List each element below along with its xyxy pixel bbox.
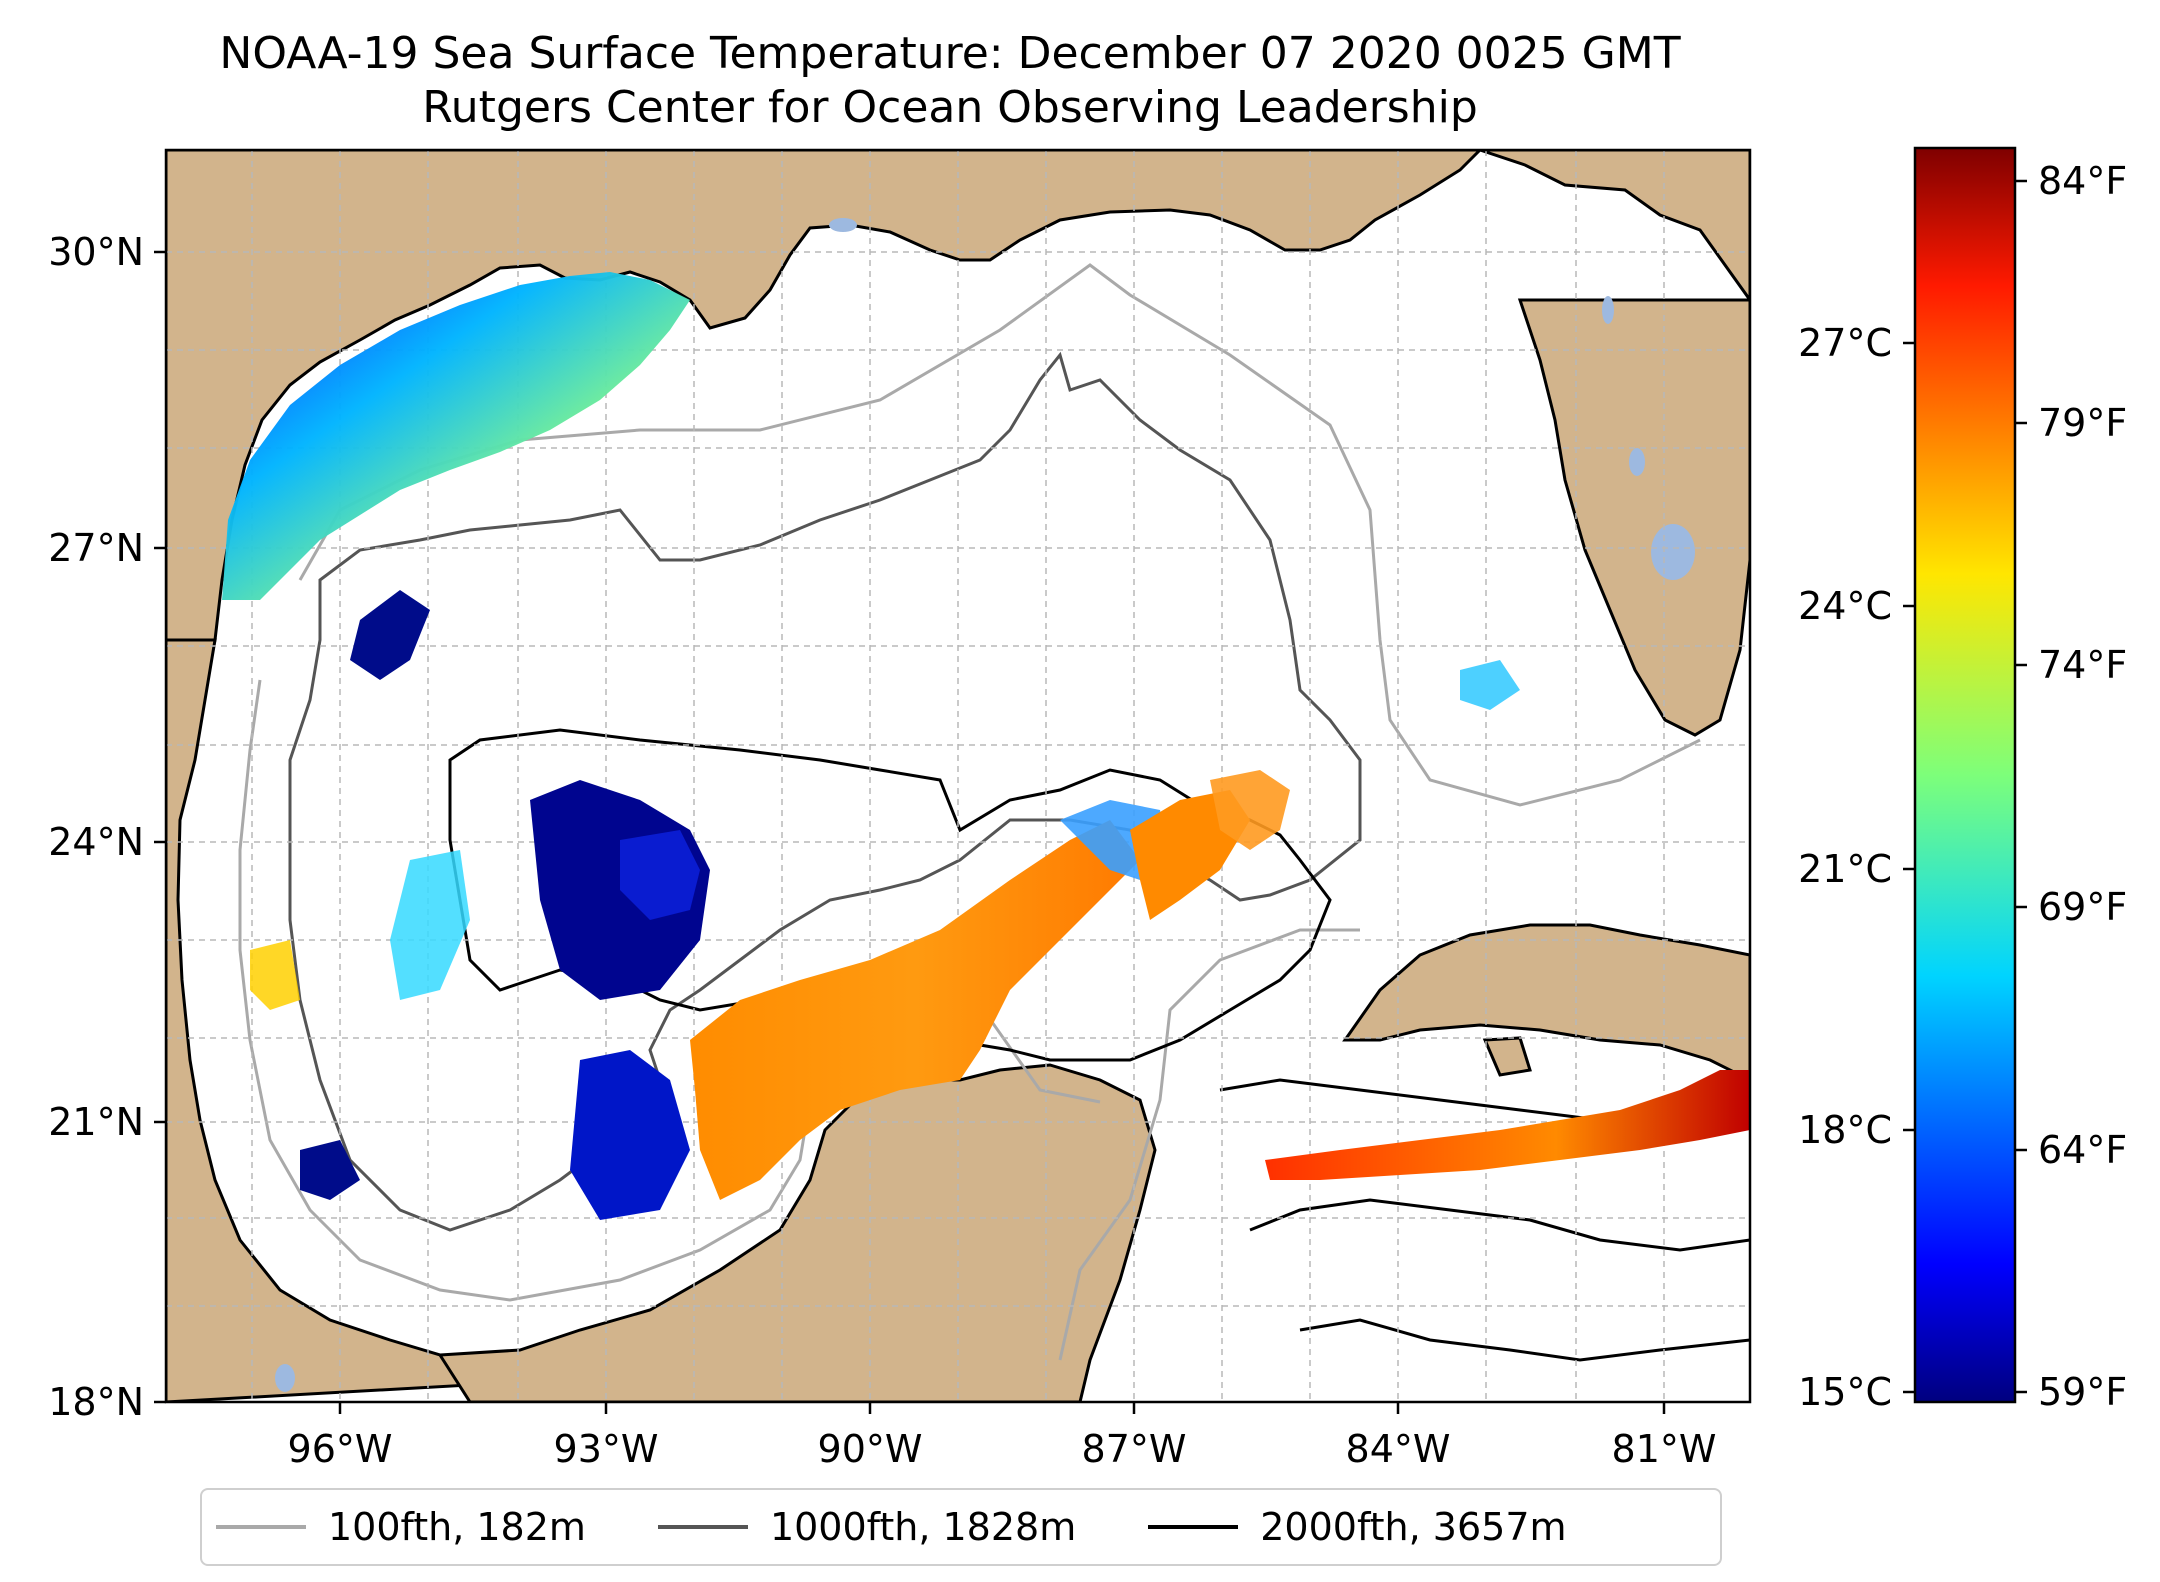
legend-swatch (216, 1525, 306, 1529)
lat-ticks (154, 250, 166, 1404)
lake (1651, 524, 1695, 580)
land-florida (1517, 298, 1750, 737)
colorbar-fahrenheit-label: 69°F (2038, 885, 2127, 929)
sst-patch-warm (1210, 770, 1290, 850)
sst-patch-cold (570, 1050, 690, 1220)
colorbar-celsius-label: 24°C (1798, 584, 1892, 628)
lon-tick-label: 84°W (1346, 1427, 1451, 1471)
lat-tick-label: 27°N (48, 526, 144, 570)
lon-tick-label: 96°W (288, 1427, 393, 1471)
colorbar-celsius-label: 15°C (1798, 1370, 1892, 1414)
lon-tick-label: 87°W (1082, 1427, 1187, 1471)
sst-swath-north (222, 272, 690, 600)
colorbar-fahrenheit-label: 79°F (2038, 401, 2127, 445)
lon-tick-label: 90°W (818, 1427, 923, 1471)
land-cuba (1342, 923, 1750, 1082)
legend-label: 2000fth, 3657m (1260, 1505, 1567, 1549)
sst-swath-hot (1265, 1070, 1750, 1180)
colorbar-fahrenheit-label: 84°F (2038, 159, 2127, 203)
colorbar-fahrenheit-label: 59°F (2038, 1370, 2127, 1414)
lake (1629, 448, 1645, 476)
sst-patch-cold (300, 1140, 360, 1200)
legend-swatch (1148, 1525, 1239, 1529)
lat-tick-label: 21°N (48, 1100, 144, 1144)
legend-swatch (657, 1525, 748, 1529)
lake (1602, 296, 1614, 324)
lat-tick-label: 18°N (48, 1380, 144, 1424)
contour-legend: 100fth, 182m 1000fth, 1828m 2000fth, 365… (200, 1488, 1722, 1566)
legend-item-100fth: 100fth, 182m (216, 1505, 586, 1549)
chart-title: NOAA-19 Sea Surface Temperature: Decembe… (219, 28, 1681, 79)
legend-label: 100fth, 182m (328, 1505, 586, 1549)
sst-patch-small (1460, 660, 1520, 710)
lake (829, 218, 857, 232)
colorbar-celsius-ticks (1903, 341, 1915, 1394)
lon-tick-label: 81°W (1612, 1427, 1717, 1471)
lat-tick-label: 24°N (48, 820, 144, 864)
colorbar-fahrenheit-label: 74°F (2038, 643, 2127, 687)
colorbar-fahrenheit-ticks (2015, 179, 2027, 1394)
sst-patch-cold (620, 830, 700, 920)
sst-patch-cold (350, 590, 430, 680)
lake (275, 1364, 295, 1392)
colorbar-celsius-label: 18°C (1798, 1108, 1892, 1152)
colorbar-celsius-label: 27°C (1798, 321, 1892, 365)
legend-item-1000fth: 1000fth, 1828m (657, 1505, 1077, 1549)
land-mexico-south (437, 1063, 1157, 1402)
map-frame (164, 148, 1752, 1404)
sst-swath-warm (690, 820, 1140, 1200)
colorbar-celsius-label: 21°C (1798, 847, 1892, 891)
sst-patch-mixed (250, 940, 300, 1010)
contour-1000fth (288, 351, 1362, 1232)
lat-tick-label: 30°N (48, 230, 144, 274)
lon-ticks (338, 1402, 1666, 1414)
lon-tick-label: 93°W (554, 1427, 659, 1471)
colorbar-fahrenheit-label: 64°F (2038, 1128, 2127, 1172)
colorbar (1913, 146, 2017, 1404)
sst-patch-mixed (390, 850, 470, 1000)
legend-label: 1000fth, 1828m (769, 1505, 1077, 1549)
legend-item-2000fth: 2000fth, 3657m (1148, 1505, 1567, 1549)
chart-subtitle: Rutgers Center for Ocean Observing Leade… (422, 82, 1478, 133)
